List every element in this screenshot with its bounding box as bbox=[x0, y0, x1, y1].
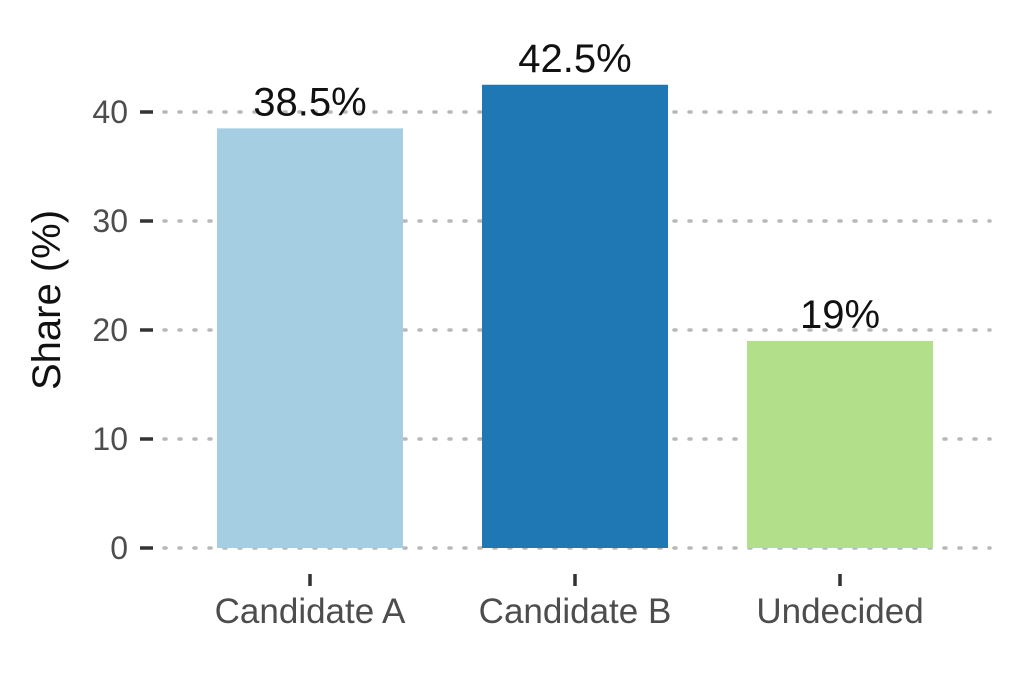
bar-candidate-b bbox=[482, 84, 668, 548]
x-tick-label: Candidate B bbox=[479, 592, 672, 631]
data-label: 38.5% bbox=[253, 80, 366, 124]
y-tick-label: 20 bbox=[92, 312, 128, 348]
data-label: 19% bbox=[800, 293, 880, 337]
y-axis-title: Share (%) bbox=[25, 210, 69, 390]
x-tick-label: Candidate A bbox=[215, 592, 406, 631]
y-tick-label: 0 bbox=[110, 530, 128, 566]
bar-undecided bbox=[747, 340, 933, 548]
x-axis: Candidate A Candidate B Undecided bbox=[215, 574, 924, 631]
y-tick-label: 10 bbox=[92, 421, 128, 457]
bars bbox=[217, 84, 933, 548]
y-tick-label: 40 bbox=[92, 94, 128, 130]
y-tick-label: 30 bbox=[92, 203, 128, 239]
bar-candidate-a bbox=[217, 128, 403, 548]
data-label: 42.5% bbox=[518, 37, 631, 81]
y-axis: 0 10 20 30 40 bbox=[92, 94, 153, 566]
x-tick-label: Undecided bbox=[756, 592, 923, 631]
data-labels: 38.5% 42.5% 19% bbox=[253, 37, 880, 337]
